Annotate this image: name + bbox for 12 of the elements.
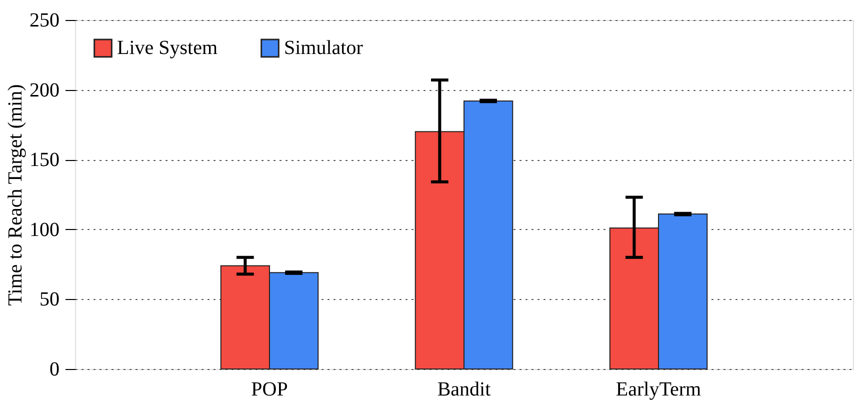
x-tick-label: EarlyTerm (616, 378, 702, 400)
x-tick-label: Bandit (437, 378, 492, 400)
y-tick-label: 0 (50, 358, 60, 380)
y-tick-label: 250 (30, 10, 60, 32)
legend-label: Live System (117, 37, 218, 60)
y-tick-label: 50 (40, 288, 60, 311)
legend-label: Simulator (284, 37, 364, 60)
x-tick-label: POP (251, 378, 288, 400)
y-axis-title: Time to Reach Target (min) (4, 84, 26, 306)
y-tick-label: 100 (30, 218, 60, 241)
y-tick-label: 200 (30, 79, 60, 102)
y-tick-label: 150 (30, 149, 60, 172)
